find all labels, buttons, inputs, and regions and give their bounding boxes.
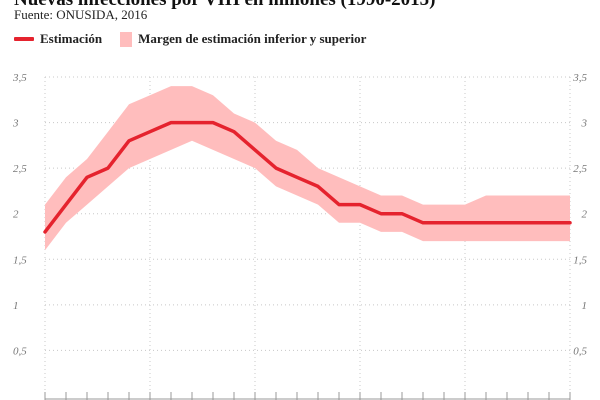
data-point (191, 121, 194, 124)
data-point (254, 148, 257, 151)
data-point (128, 139, 131, 142)
series-line-estimate (43, 120, 572, 234)
data-point (86, 176, 89, 179)
data-point (443, 221, 446, 224)
data-point (506, 221, 509, 224)
y-tick-label-right: 2 (582, 209, 588, 221)
legend-label-estimate: Estimación (40, 31, 103, 46)
data-point (359, 203, 362, 206)
y-tick-label-left: 1 (13, 300, 19, 312)
data-point (107, 167, 110, 170)
data-point (569, 221, 572, 224)
legend-line-swatch (14, 37, 34, 41)
data-point (233, 130, 236, 133)
y-tick-label-left: 1,5 (13, 254, 27, 266)
data-point (527, 221, 530, 224)
legend-label-range: Margen de estimación inferior y superior (138, 31, 367, 46)
y-tick-label-right: 0,5 (573, 345, 587, 357)
legend-item-range: Margen de estimación inferior y superior (120, 31, 366, 47)
data-point (401, 212, 404, 215)
y-tick-label-left: 3,5 (12, 72, 27, 84)
data-point (338, 203, 341, 206)
y-tick-label-left: 0,5 (13, 345, 27, 357)
y-tick-label-right: 3,5 (572, 72, 587, 84)
y-tick-label-right: 2,5 (573, 163, 587, 175)
y-tick-label-right: 3 (581, 118, 588, 130)
data-point (44, 230, 47, 233)
data-point (380, 212, 383, 215)
range-band (45, 86, 570, 251)
data-point (464, 221, 467, 224)
data-point (317, 185, 320, 188)
data-point (422, 221, 425, 224)
y-tick-label-left: 2,5 (13, 163, 27, 175)
legend-item-estimate: Estimación (14, 31, 102, 47)
y-tick-label-right: 1 (582, 300, 588, 312)
data-point (170, 121, 173, 124)
y-tick-label-right: 1,5 (573, 254, 587, 266)
y-tick-label-left: 2 (13, 209, 19, 221)
data-point (296, 176, 299, 179)
data-point (149, 130, 152, 133)
data-point (485, 221, 488, 224)
data-point (212, 121, 215, 124)
chart-source: Fuente: ONUSIDA, 2016 (14, 7, 148, 22)
legend-range-swatch (120, 31, 133, 47)
data-point (275, 167, 278, 170)
chart-legend: Estimación Margen de estimación inferior… (14, 31, 384, 47)
data-point (548, 221, 551, 224)
data-point (65, 203, 68, 206)
y-tick-label-left: 3 (12, 118, 19, 130)
chart-title: Nuevas infecciones por VIH en millones (… (14, 0, 436, 11)
